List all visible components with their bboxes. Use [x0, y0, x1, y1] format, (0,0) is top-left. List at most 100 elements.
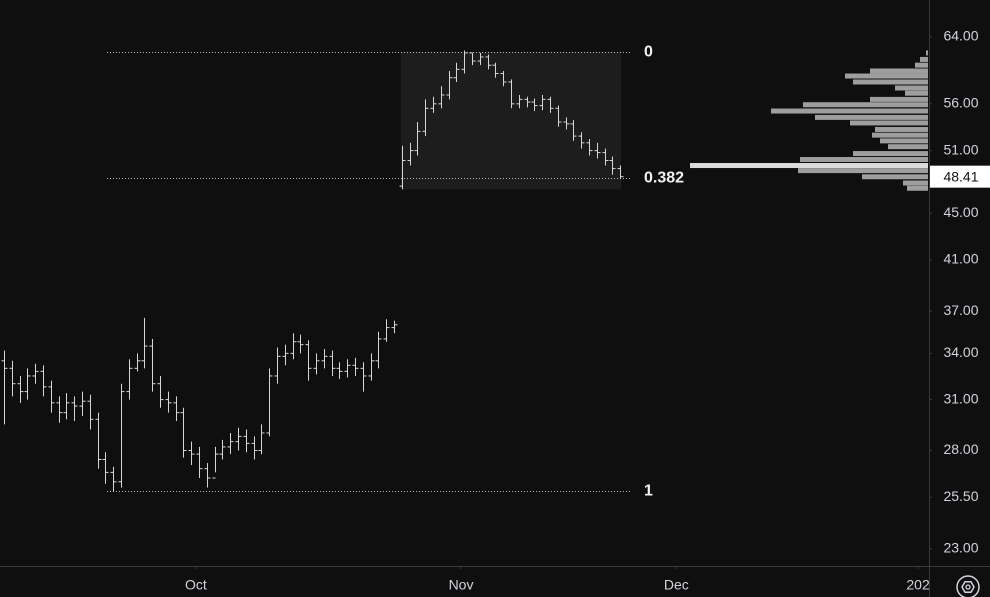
plot-area: 0 0.382 1: [1, 44, 928, 500]
settings-ring: [956, 575, 980, 597]
ohlc-bar: [531, 98, 538, 112]
ohlc-bar: [173, 396, 180, 422]
ohlc-bar: [141, 317, 148, 369]
ohlc-bar: [453, 62, 460, 82]
volume-profile-bar: [845, 73, 928, 79]
ohlc-bar: [110, 466, 117, 492]
price-axis-panel: [929, 0, 990, 597]
volume-profile-bar: [880, 138, 928, 144]
ohlc-bar: [32, 363, 39, 384]
ohlc-bar: [508, 79, 515, 109]
y-tick-label: 28.00: [943, 441, 978, 457]
volume-profile-bar: [920, 56, 928, 62]
ohlc-bar: [274, 347, 281, 384]
volume-profile-bar: [800, 157, 928, 163]
ohlc-bar: [9, 360, 16, 397]
ohlc-bar: [516, 94, 523, 109]
settings-icon: [961, 581, 975, 593]
ohlc-bar: [570, 120, 577, 141]
volume-profile-bar: [903, 180, 928, 186]
y-tick-label: 25.50: [943, 488, 978, 504]
ohlc-bar: [126, 359, 133, 400]
ohlc-bar: [134, 353, 141, 372]
ohlc-bar: [383, 319, 390, 342]
y-tick-label: 37.00: [943, 302, 978, 318]
fib-box: [400, 52, 622, 190]
volume-profile-bar: [803, 102, 928, 108]
x-tick-label: 202: [906, 577, 930, 593]
volume-profile-bar: [888, 144, 928, 150]
ohlc-bar: [469, 52, 476, 66]
ohlc-bar: [313, 353, 320, 375]
y-tick-label: 34.00: [943, 344, 978, 360]
ohlc-bar: [399, 145, 406, 190]
ohlc-bar: [251, 436, 258, 460]
ohlc-bar: [438, 86, 445, 109]
ohlc-bar: [524, 96, 531, 108]
y-tick-label: 56.00: [943, 95, 978, 111]
ohlc-bar: [204, 463, 211, 488]
ohlc-bar: [446, 70, 453, 100]
time-axis-panel: [0, 566, 990, 597]
ohlc-bar: [329, 350, 336, 376]
ohlc-bar: [180, 407, 187, 458]
ohlc-bar: [461, 50, 468, 74]
ohlc-bar: [282, 344, 289, 366]
y-tick-label: 64.00: [943, 28, 978, 44]
ohlc-bar: [56, 396, 63, 423]
ohlc-bar: [258, 424, 265, 455]
ohlc-bar: [79, 391, 86, 416]
ohlc-bar: [430, 96, 437, 113]
ohlc-bar: [227, 432, 234, 455]
ohlc-bar: [243, 429, 250, 453]
ohlc-bar: [219, 439, 226, 460]
ohlc-bar: [578, 132, 585, 149]
ohlc-bar: [95, 412, 102, 469]
settings-button[interactable]: [956, 575, 980, 597]
ohlc-bar: [71, 396, 78, 422]
ohlc-bar: [102, 452, 109, 484]
ohlc-bar: [87, 394, 94, 430]
ohlc-bar: [212, 446, 219, 479]
ohlc-bar: [290, 333, 297, 360]
ohlc-bar: [266, 368, 273, 437]
ohlc-bar: [602, 148, 609, 166]
y-tick-label: 23.00: [943, 540, 978, 556]
y-tick-label: 51.00: [943, 141, 978, 157]
ohlc-bar: [17, 375, 24, 403]
ohlc-bar: [594, 142, 601, 159]
ohlc-bar: [297, 334, 304, 354]
x-tick-label: Nov: [449, 577, 474, 593]
ohlc-bar: [563, 117, 570, 130]
ohlc-bar: [368, 353, 375, 381]
settings-dot: [965, 584, 971, 590]
x-tick-label: Oct: [185, 577, 207, 593]
volume-profile-bar: [690, 163, 928, 169]
volume-profile-bar: [798, 168, 928, 174]
last-price-box: [930, 165, 990, 188]
ohlc-bar: [1, 350, 8, 425]
volume-profile-bar: [853, 151, 928, 157]
ohlc-bar: [500, 70, 507, 87]
ohlc-bar: [188, 441, 195, 465]
ohlc-bar: [305, 340, 312, 381]
ohlc-bar: [492, 62, 499, 78]
ohlc-bar: [539, 94, 546, 111]
volume-profile-bar: [870, 96, 928, 102]
fib-label: 0: [644, 44, 653, 61]
ohlc-bar: [118, 383, 125, 488]
price-axis-cover: [930, 567, 950, 597]
y-tick-label: 31.00: [943, 390, 978, 406]
x-tick-label: Dec: [664, 577, 689, 593]
y-tick-label: 45.00: [943, 204, 978, 220]
volume-profile-bar: [895, 85, 928, 91]
ohlc-bar: [196, 446, 203, 479]
ohlc-bar: [360, 362, 367, 392]
ohlc-bar: [157, 375, 164, 408]
ohlc-bar: [149, 338, 156, 392]
volume-profile-bar: [815, 114, 928, 120]
volume-profile-bar: [875, 126, 928, 132]
ohlc-bar: [422, 99, 429, 137]
ohlc-bar: [321, 348, 328, 369]
